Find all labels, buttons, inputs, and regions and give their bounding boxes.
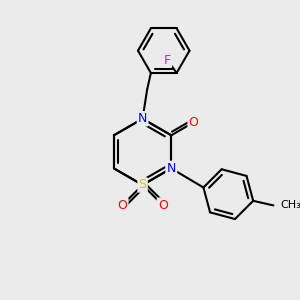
Text: N: N	[167, 162, 176, 175]
Text: O: O	[117, 199, 127, 212]
Text: N: N	[138, 112, 147, 125]
Text: S: S	[139, 178, 147, 191]
Text: O: O	[158, 199, 168, 212]
Text: CH₃: CH₃	[281, 200, 300, 210]
Text: F: F	[164, 54, 171, 67]
Text: O: O	[189, 116, 199, 129]
